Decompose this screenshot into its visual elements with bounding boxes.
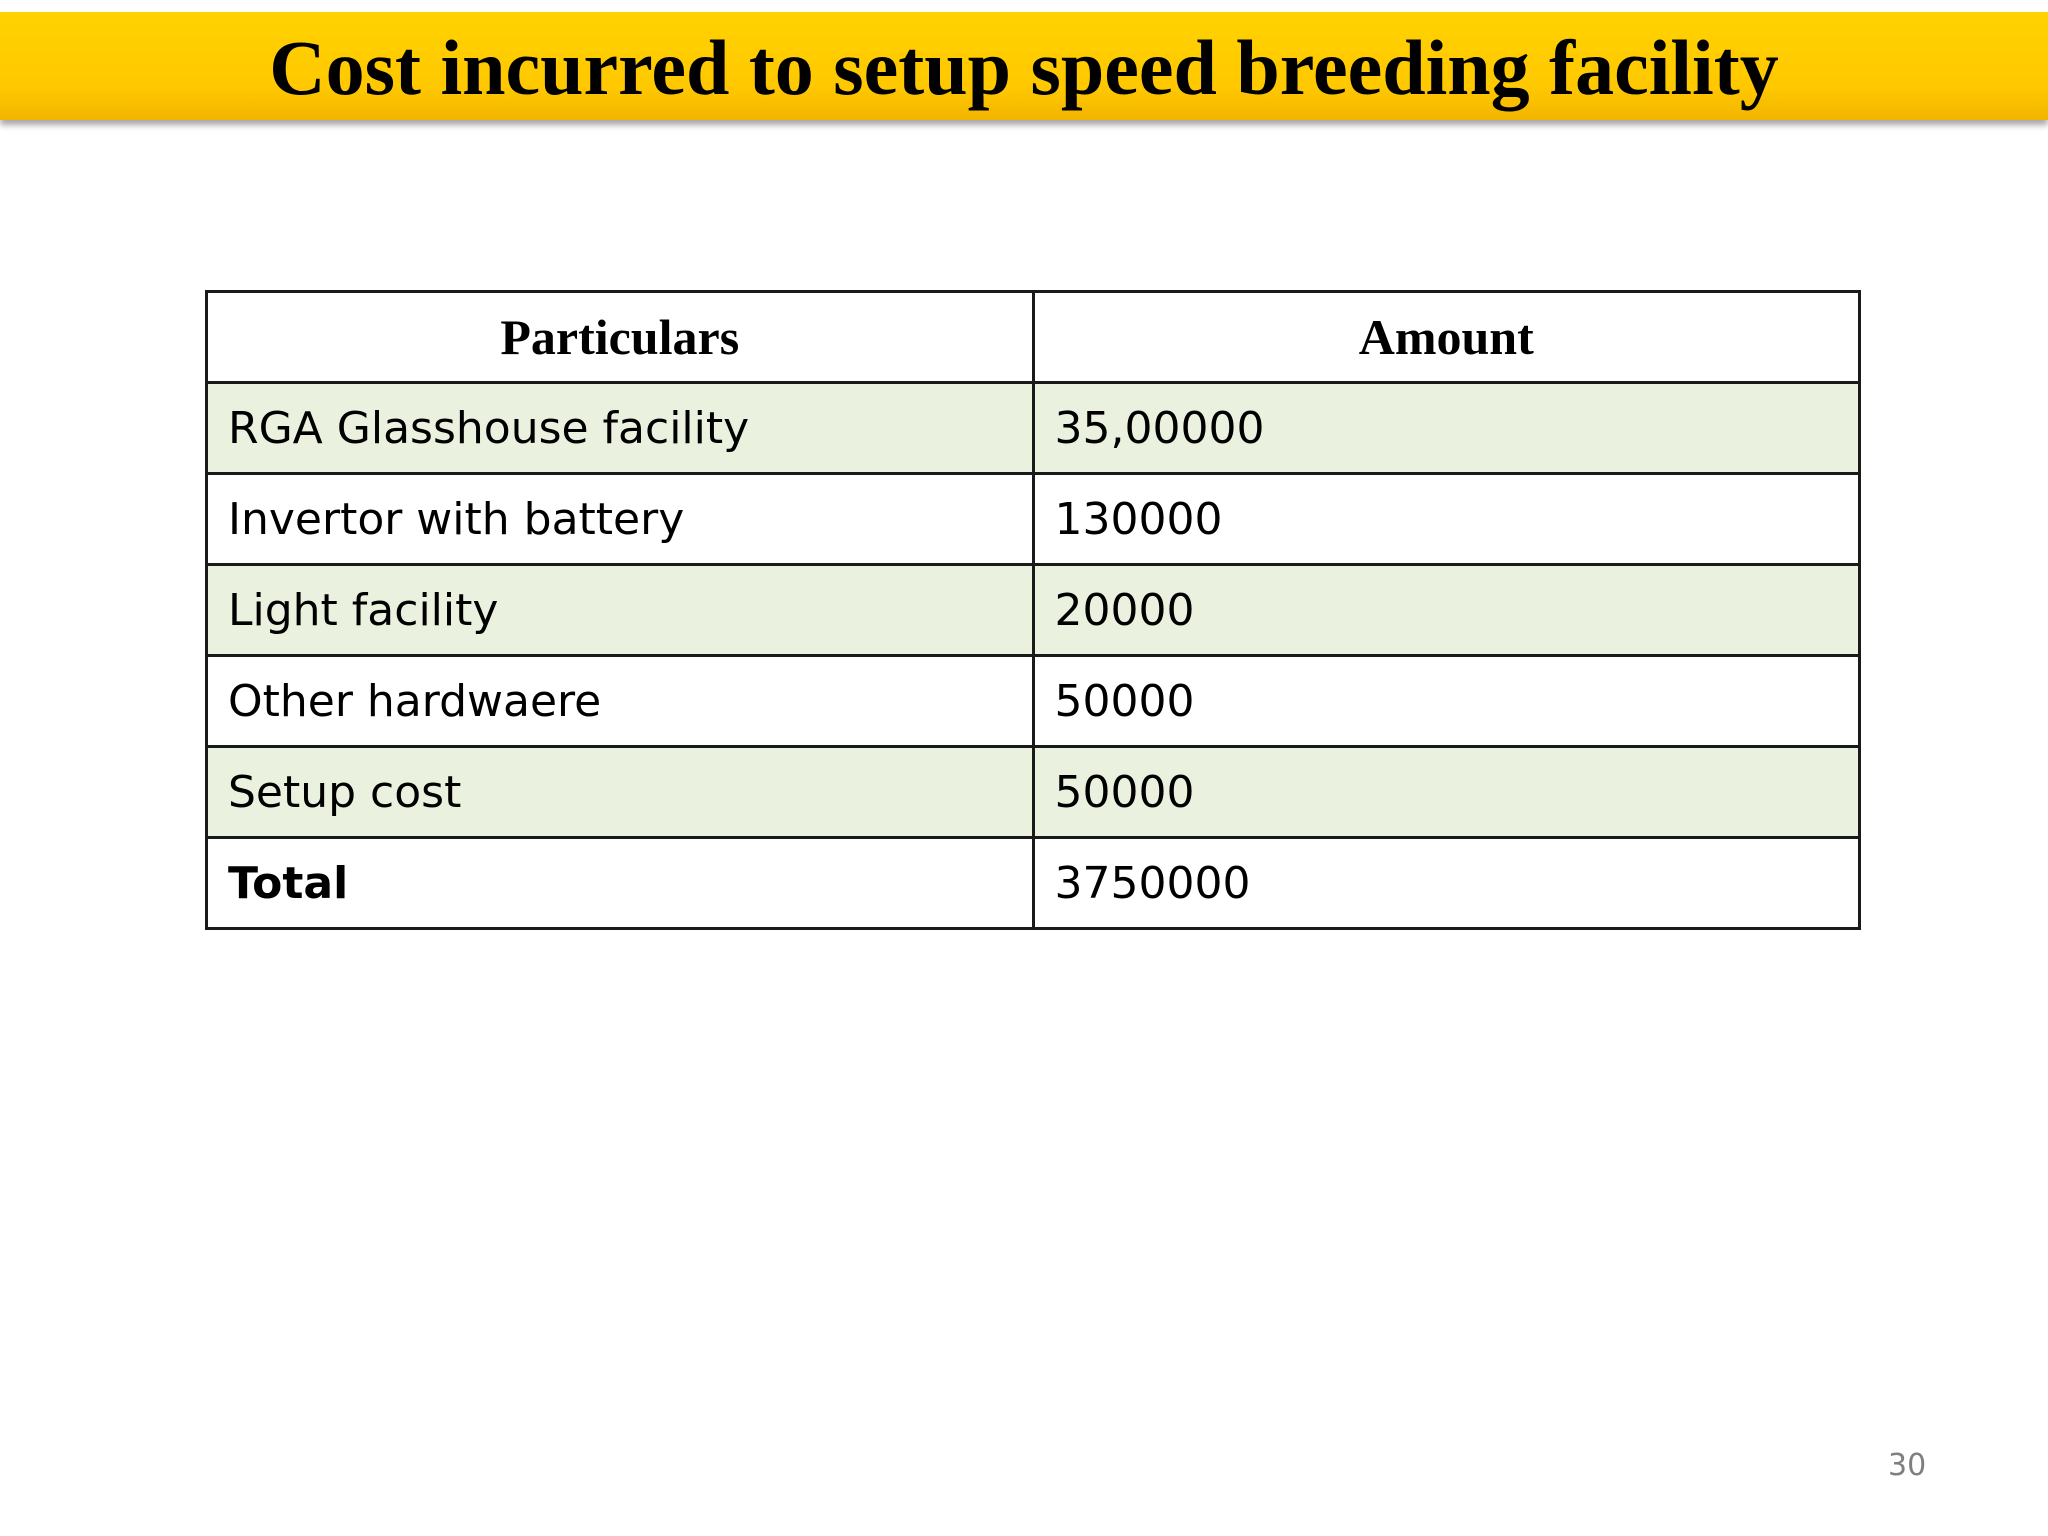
particular-cell: Invertor with battery [205,472,1035,566]
total-label-cell: Total [205,836,1035,930]
table-row: Other hardwaere 50000 [205,654,1861,748]
title-bar: Cost incurred to setup speed breeding fa… [0,12,2048,120]
table-row: RGA Glasshouse facility 35,00000 [205,381,1861,475]
table-row: Setup cost 50000 [205,745,1861,839]
table-header-row: Particulars Amount [205,290,1861,384]
cost-table: Particulars Amount RGA Glasshouse facili… [205,290,1861,930]
page-number: 30 [1888,1448,1927,1483]
header-amount: Amount [1031,290,1861,384]
table-row: Light facility 20000 [205,563,1861,657]
amount-cell: 50000 [1031,745,1861,839]
particular-cell: Other hardwaere [205,654,1035,748]
header-particulars: Particulars [205,290,1035,384]
amount-cell: 130000 [1031,472,1861,566]
amount-cell: 50000 [1031,654,1861,748]
particular-cell: Light facility [205,563,1035,657]
particular-cell: Setup cost [205,745,1035,839]
amount-cell: 35,00000 [1031,381,1861,475]
amount-cell: 20000 [1031,563,1861,657]
slide-title: Cost incurred to setup speed breeding fa… [269,24,1779,111]
table-row: Invertor with battery 130000 [205,472,1861,566]
table-row-total: Total 3750000 [205,836,1861,930]
total-amount-cell: 3750000 [1031,836,1861,930]
particular-cell: RGA Glasshouse facility [205,381,1035,475]
